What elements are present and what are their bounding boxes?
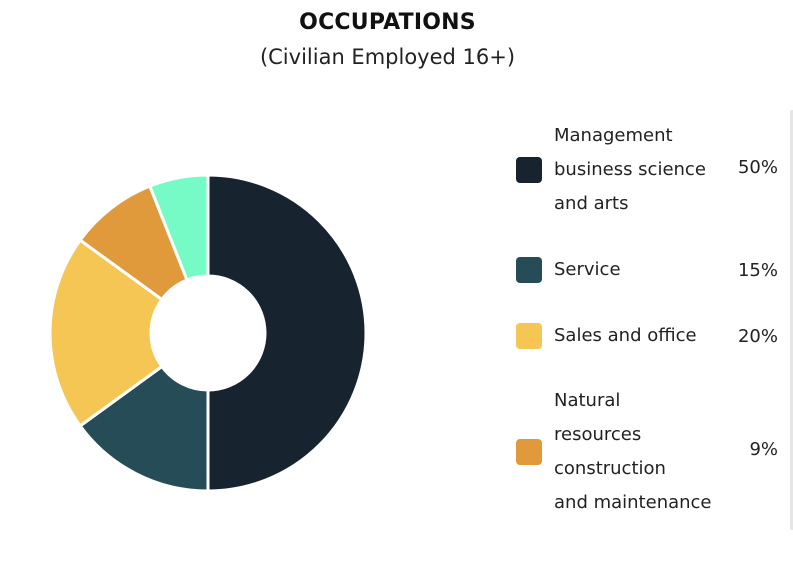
legend-swatch [516, 157, 542, 183]
legend-label-line: construction [554, 458, 666, 479]
divider [790, 110, 793, 530]
legend-label-line: Service [554, 259, 621, 280]
chart-subtitle: (Civilian Employed 16+) [259, 45, 516, 69]
legend-label-line: business science [554, 159, 706, 180]
legend-percent: 50% [737, 156, 778, 178]
donut-chart [48, 173, 368, 493]
legend-swatch [516, 323, 542, 349]
donut-slice-2 [78, 365, 210, 493]
donut-slice-3 [48, 238, 164, 428]
legend-swatch [516, 439, 542, 465]
legend-label-line: Natural [554, 390, 621, 411]
chart-title: OCCUPATIONS [299, 10, 476, 35]
legend-label-line: and maintenance [554, 492, 712, 513]
donut-slice-5 [148, 173, 210, 282]
donut-slice-1 [206, 173, 368, 493]
legend-item: Management business science and arts 50% [516, 119, 778, 221]
legend-item: Sales and office 20% [516, 319, 778, 353]
legend-percent: 20% [737, 325, 778, 347]
legend-item: Natural resources construction and maintena… [516, 384, 778, 520]
legend-percent: 15% [737, 259, 778, 281]
legend-label: Natural resources construction and maintena… [554, 384, 722, 520]
legend-label: Service [554, 253, 722, 287]
legend-label: Management business science and arts [554, 119, 722, 221]
legend-label-line: and arts [554, 193, 629, 214]
legend-label: Sales and office [554, 319, 722, 353]
legend-label-line: Management [554, 125, 673, 146]
legend-percent: 9% [749, 438, 778, 460]
legend-swatch [516, 257, 542, 283]
legend-label-line: Sales and office [554, 325, 697, 346]
legend-label-line: resources [554, 424, 642, 445]
legend-item: Service 15% [516, 253, 778, 287]
